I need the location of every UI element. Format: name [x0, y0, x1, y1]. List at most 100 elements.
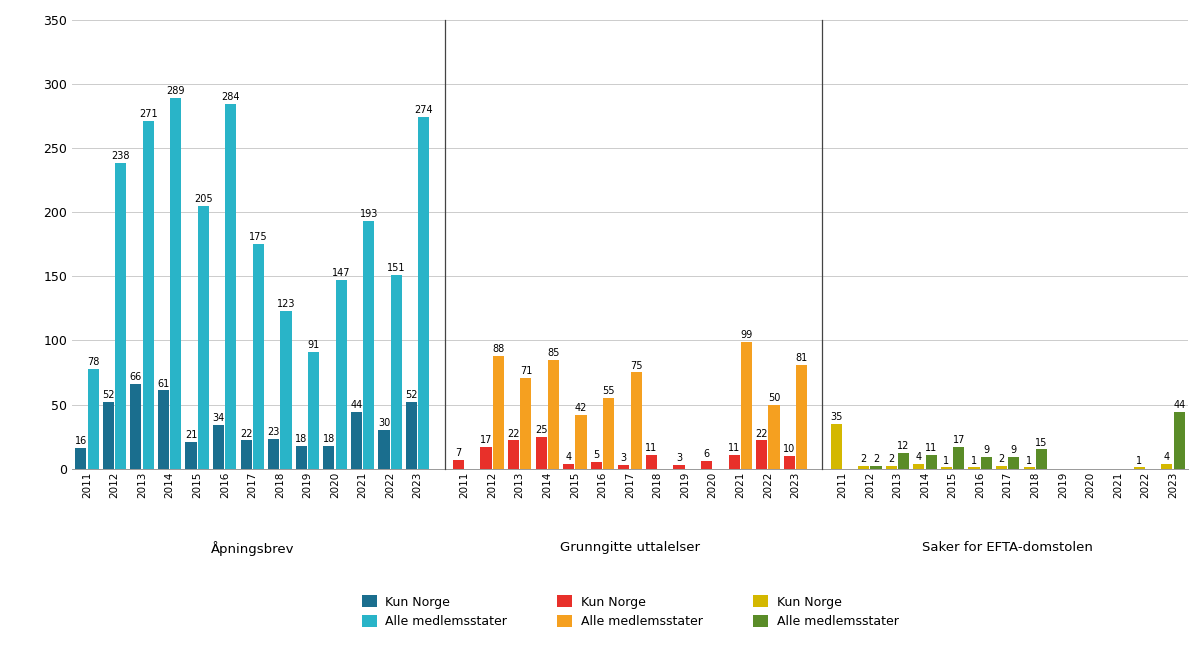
- Text: 151: 151: [388, 263, 406, 273]
- Bar: [1134, 467, 1145, 469]
- Text: 18: 18: [323, 434, 335, 444]
- Text: 274: 274: [414, 105, 433, 115]
- Text: 25: 25: [535, 424, 547, 435]
- Text: 123: 123: [277, 299, 295, 309]
- Text: 2: 2: [998, 454, 1004, 464]
- Bar: [158, 391, 169, 469]
- Bar: [756, 441, 767, 469]
- Text: 11: 11: [925, 443, 937, 452]
- Bar: [186, 442, 197, 469]
- Bar: [336, 280, 347, 469]
- Bar: [308, 352, 319, 469]
- Bar: [796, 365, 808, 469]
- Text: 78: 78: [86, 357, 100, 367]
- Bar: [968, 467, 979, 469]
- Bar: [604, 398, 614, 469]
- Text: Saker for EFTA-domstolen: Saker for EFTA-domstolen: [923, 541, 1093, 554]
- Bar: [768, 404, 780, 469]
- Text: 193: 193: [360, 209, 378, 219]
- Bar: [295, 446, 307, 469]
- Text: Åpningsbrev: Åpningsbrev: [210, 541, 294, 556]
- Bar: [830, 424, 841, 469]
- Bar: [548, 359, 559, 469]
- Bar: [913, 464, 924, 469]
- Bar: [1036, 449, 1046, 469]
- Bar: [898, 453, 910, 469]
- Text: 30: 30: [378, 419, 390, 428]
- Bar: [281, 311, 292, 469]
- Text: 4: 4: [916, 452, 922, 462]
- Bar: [740, 342, 752, 469]
- Text: 15: 15: [1036, 437, 1048, 447]
- Text: 4: 4: [1164, 452, 1170, 462]
- Bar: [925, 454, 937, 469]
- Text: 21: 21: [185, 430, 197, 440]
- Text: 6: 6: [703, 449, 709, 459]
- Bar: [480, 447, 492, 469]
- Text: 35: 35: [830, 412, 842, 422]
- Text: 289: 289: [167, 86, 185, 96]
- Bar: [701, 461, 712, 469]
- Bar: [143, 121, 154, 469]
- Bar: [886, 466, 896, 469]
- Bar: [103, 402, 114, 469]
- Bar: [198, 206, 209, 469]
- Text: 284: 284: [222, 92, 240, 102]
- Bar: [88, 368, 98, 469]
- Bar: [996, 466, 1007, 469]
- Bar: [406, 402, 418, 469]
- Text: 2: 2: [860, 454, 866, 464]
- Text: 22: 22: [240, 428, 252, 439]
- Bar: [241, 441, 252, 469]
- Bar: [521, 378, 532, 469]
- Bar: [508, 441, 520, 469]
- Bar: [419, 117, 430, 469]
- Bar: [226, 104, 236, 469]
- Text: 61: 61: [157, 378, 169, 389]
- Text: 16: 16: [74, 436, 86, 447]
- Bar: [590, 462, 602, 469]
- Bar: [535, 437, 547, 469]
- Text: 7: 7: [455, 448, 462, 458]
- Text: 71: 71: [520, 366, 532, 376]
- Text: 17: 17: [953, 435, 965, 445]
- Bar: [1024, 467, 1034, 469]
- Text: 88: 88: [492, 344, 504, 354]
- Bar: [673, 465, 684, 469]
- Text: 3: 3: [676, 453, 682, 463]
- Bar: [452, 460, 464, 469]
- Text: 18: 18: [295, 434, 307, 444]
- Bar: [76, 448, 86, 469]
- Bar: [941, 467, 952, 469]
- Bar: [378, 430, 390, 469]
- Bar: [953, 447, 965, 469]
- Bar: [1008, 457, 1019, 469]
- Text: 4: 4: [565, 452, 571, 462]
- Bar: [646, 454, 656, 469]
- Text: 17: 17: [480, 435, 492, 445]
- Legend: Kun Norge, Alle medlemsstater, Kun Norge, Alle medlemsstater, Kun Norge, Alle me: Kun Norge, Alle medlemsstater, Kun Norge…: [356, 590, 904, 633]
- Bar: [784, 456, 794, 469]
- Text: 9: 9: [983, 445, 989, 455]
- Text: 11: 11: [728, 443, 740, 452]
- Bar: [131, 384, 142, 469]
- Text: 1: 1: [943, 456, 949, 465]
- Text: 75: 75: [630, 361, 642, 370]
- Bar: [728, 454, 739, 469]
- Text: 85: 85: [547, 348, 559, 357]
- Text: 44: 44: [350, 400, 362, 410]
- Text: 147: 147: [332, 268, 350, 278]
- Text: 42: 42: [575, 403, 587, 413]
- Bar: [115, 163, 126, 469]
- Bar: [618, 465, 630, 469]
- Bar: [858, 466, 869, 469]
- Bar: [253, 244, 264, 469]
- Bar: [391, 275, 402, 469]
- Text: 1: 1: [971, 456, 977, 465]
- Bar: [630, 372, 642, 469]
- Bar: [563, 464, 575, 469]
- Bar: [170, 98, 181, 469]
- Bar: [350, 412, 362, 469]
- Text: 1: 1: [1136, 456, 1142, 465]
- Bar: [1174, 412, 1184, 469]
